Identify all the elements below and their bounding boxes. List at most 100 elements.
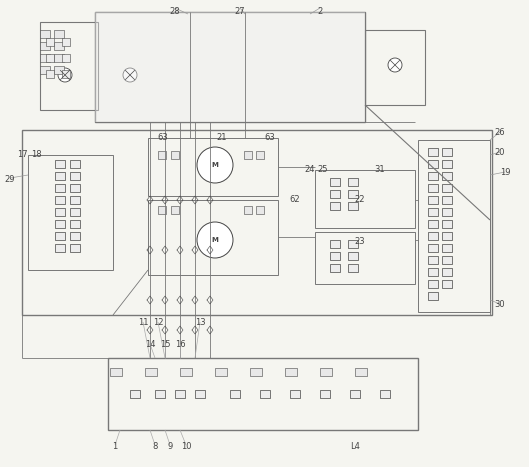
- Bar: [428, 184, 438, 192]
- Bar: [175, 390, 185, 398]
- Bar: [55, 196, 65, 204]
- Bar: [155, 390, 165, 398]
- Bar: [442, 268, 452, 276]
- Bar: [315, 232, 415, 284]
- Bar: [315, 170, 415, 228]
- Bar: [330, 252, 340, 260]
- Text: 63: 63: [264, 133, 276, 142]
- Text: M: M: [212, 237, 218, 243]
- Bar: [40, 42, 50, 50]
- Bar: [348, 202, 358, 210]
- Bar: [320, 390, 330, 398]
- Text: M: M: [212, 162, 218, 168]
- Bar: [442, 172, 452, 180]
- Bar: [442, 256, 452, 264]
- Bar: [418, 140, 490, 312]
- Bar: [348, 240, 358, 248]
- Bar: [62, 70, 70, 78]
- Bar: [70, 160, 80, 168]
- Bar: [442, 280, 452, 288]
- Bar: [55, 184, 65, 192]
- Bar: [428, 268, 438, 276]
- Bar: [442, 184, 452, 192]
- Text: 13: 13: [195, 318, 205, 327]
- Circle shape: [123, 68, 137, 82]
- Bar: [40, 66, 50, 74]
- Bar: [428, 280, 438, 288]
- Bar: [171, 206, 179, 214]
- Bar: [348, 190, 358, 198]
- Text: L4: L4: [350, 442, 360, 451]
- Text: 26: 26: [495, 128, 505, 137]
- Bar: [244, 151, 252, 159]
- Bar: [70, 184, 80, 192]
- Bar: [442, 160, 452, 168]
- Text: 27: 27: [235, 7, 245, 16]
- Bar: [62, 38, 70, 46]
- Bar: [428, 232, 438, 240]
- Bar: [40, 22, 98, 110]
- Text: 31: 31: [375, 165, 385, 174]
- Text: 22: 22: [355, 195, 365, 204]
- Bar: [28, 155, 113, 270]
- Text: 10: 10: [181, 442, 191, 451]
- Bar: [46, 54, 54, 62]
- Bar: [428, 292, 438, 300]
- Bar: [215, 368, 227, 376]
- Text: 23: 23: [354, 237, 366, 246]
- Bar: [250, 368, 262, 376]
- Text: 2: 2: [317, 7, 323, 16]
- Bar: [54, 66, 64, 74]
- Bar: [22, 130, 492, 315]
- Text: 17: 17: [17, 150, 28, 159]
- Bar: [330, 264, 340, 272]
- Bar: [256, 206, 264, 214]
- Bar: [180, 368, 192, 376]
- Bar: [442, 244, 452, 252]
- Bar: [95, 12, 365, 122]
- Bar: [195, 390, 205, 398]
- Bar: [70, 172, 80, 180]
- Bar: [380, 390, 390, 398]
- Bar: [70, 208, 80, 216]
- Bar: [365, 30, 425, 105]
- Bar: [55, 208, 65, 216]
- Text: 14: 14: [145, 340, 155, 349]
- Bar: [230, 390, 240, 398]
- Bar: [148, 138, 278, 196]
- Bar: [290, 390, 300, 398]
- Bar: [54, 42, 64, 50]
- Bar: [428, 244, 438, 252]
- Text: 11: 11: [138, 318, 148, 327]
- Bar: [70, 220, 80, 228]
- Bar: [70, 244, 80, 252]
- Bar: [428, 172, 438, 180]
- Bar: [442, 220, 452, 228]
- Bar: [348, 264, 358, 272]
- Bar: [442, 232, 452, 240]
- Bar: [130, 390, 140, 398]
- Text: 20: 20: [495, 148, 505, 157]
- Text: 9: 9: [167, 442, 172, 451]
- Bar: [330, 202, 340, 210]
- Bar: [428, 256, 438, 264]
- Text: 19: 19: [500, 168, 510, 177]
- Bar: [330, 178, 340, 186]
- Text: 21: 21: [217, 133, 227, 142]
- Bar: [54, 54, 64, 62]
- Bar: [40, 54, 50, 62]
- Bar: [55, 232, 65, 240]
- Bar: [46, 38, 54, 46]
- Bar: [62, 54, 70, 62]
- Bar: [110, 368, 122, 376]
- Bar: [442, 148, 452, 156]
- Text: 29: 29: [5, 175, 15, 184]
- Bar: [355, 368, 367, 376]
- Bar: [158, 151, 166, 159]
- Bar: [350, 390, 360, 398]
- Bar: [40, 30, 50, 38]
- Bar: [285, 368, 297, 376]
- Bar: [330, 240, 340, 248]
- Text: 30: 30: [495, 300, 505, 309]
- Bar: [244, 206, 252, 214]
